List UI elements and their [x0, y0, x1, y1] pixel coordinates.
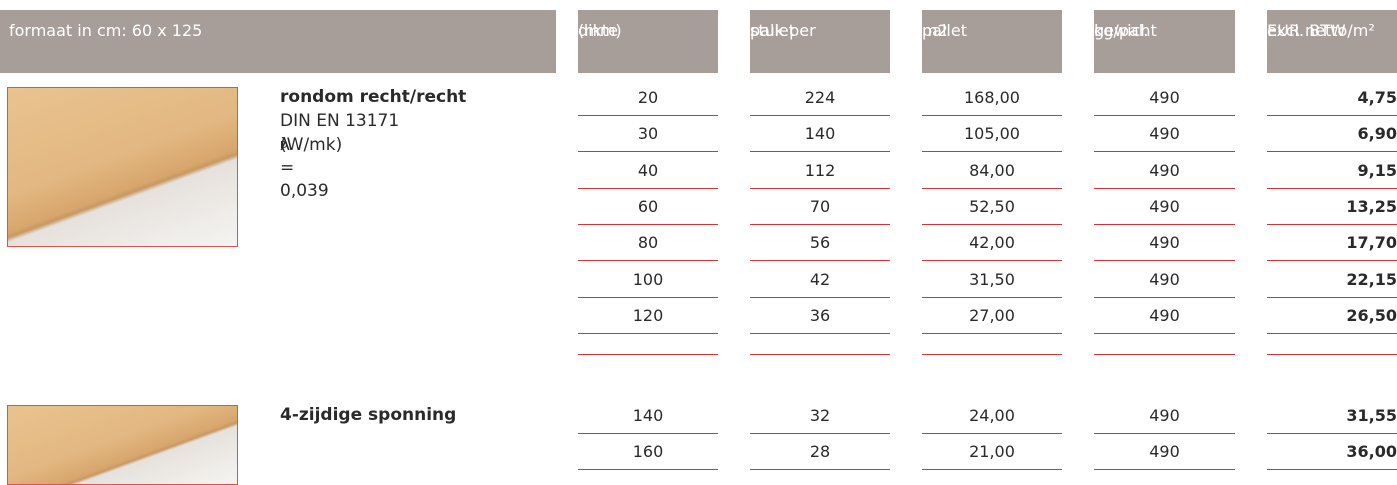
separator-line	[750, 354, 890, 356]
data-cell: 490	[1094, 189, 1235, 225]
data-cell: 490	[1094, 225, 1235, 262]
data-cell: 224	[750, 80, 890, 116]
data-cell: 490	[1094, 153, 1235, 189]
column-header-line: kg/pal.	[1094, 21, 1149, 40]
price-cell: 36,00	[1267, 434, 1397, 471]
column-header-line: dikte	[578, 21, 618, 40]
column-header: EUR netto/m² excl. BTW	[1267, 10, 1397, 73]
price-cell: 31,55	[1267, 398, 1397, 434]
price-cell: 13,25	[1267, 189, 1397, 225]
data-cell: 42	[750, 262, 890, 298]
lambda-value: (W/mk) = 0,039	[280, 135, 343, 201]
separator-line	[1267, 354, 1397, 356]
data-cell: 42,00	[922, 225, 1062, 262]
data-cell: 490	[1094, 80, 1235, 116]
data-cell: 60	[578, 189, 718, 225]
column-header-line: stuk per	[750, 21, 816, 40]
column-header-line: m2	[922, 21, 948, 40]
column-header-line: gewicht	[1094, 21, 1157, 40]
separator-line	[922, 354, 1062, 356]
data-cell: 100	[578, 262, 718, 298]
separator-line	[578, 354, 718, 356]
price-cell: 4,75	[1267, 80, 1397, 116]
data-cell: 84,00	[922, 153, 1062, 189]
price-cell: 17,70	[1267, 225, 1397, 262]
data-cell: 105,00	[922, 116, 1062, 153]
column-header-line: pallet	[922, 21, 967, 40]
column-header-line: pallet	[750, 21, 795, 40]
lambda-symbol: λ	[280, 135, 291, 155]
data-cell: 52,50	[922, 189, 1062, 225]
data-cell: 120	[578, 298, 718, 334]
data-cell: 168,00	[922, 80, 1062, 116]
column-header-line: (mm)	[578, 21, 622, 40]
data-cell: 40	[578, 153, 718, 189]
column-header: m2 pallet	[922, 10, 1062, 73]
data-cell: 21,00	[922, 434, 1062, 471]
data-cell: 160	[578, 434, 718, 471]
data-cell: 30	[578, 116, 718, 153]
column-header: stuk per pallet	[750, 10, 890, 73]
data-cell: 490	[1094, 262, 1235, 298]
data-cell: 24,00	[922, 398, 1062, 434]
data-cell: 140	[578, 398, 718, 434]
data-cell: 80	[578, 225, 718, 262]
product-name: 4-zijdige sponning	[280, 405, 457, 425]
data-cell: 140	[750, 116, 890, 153]
data-cell: 112	[750, 153, 890, 189]
column-header-line: excl. BTW	[1267, 21, 1346, 40]
separator-line	[1094, 354, 1235, 356]
column-header-line: EUR netto/m²	[1267, 21, 1375, 40]
data-cell: 490	[1094, 398, 1235, 434]
data-cell: 20	[578, 80, 718, 116]
data-cell: 31,50	[922, 262, 1062, 298]
price-cell: 6,90	[1267, 116, 1397, 153]
column-header: dikte (mm)	[578, 10, 718, 73]
product-photo	[7, 405, 238, 485]
data-cell: 28	[750, 434, 890, 471]
data-cell: 32	[750, 398, 890, 434]
product-photo	[7, 87, 238, 247]
price-cell: 9,15	[1267, 153, 1397, 189]
column-header: gewicht kg/pal.	[1094, 10, 1235, 73]
data-cell: 70	[750, 189, 890, 225]
product-standard: DIN EN 13171	[280, 111, 400, 131]
format-header: formaat in cm: 60 x 125	[0, 10, 556, 73]
data-cell: 36	[750, 298, 890, 334]
product-name: rondom recht/recht	[280, 87, 467, 107]
data-cell: 490	[1094, 116, 1235, 153]
data-cell: 56	[750, 225, 890, 262]
data-cell: 490	[1094, 434, 1235, 471]
data-cell: 27,00	[922, 298, 1062, 334]
page: formaat in cm: 60 x 125 dikte (mm) stuk pe…	[0, 10, 1397, 485]
price-cell: 26,50	[1267, 298, 1397, 334]
lambda-subscript: D	[280, 140, 288, 151]
data-cell: 490	[1094, 298, 1235, 334]
price-cell: 22,15	[1267, 262, 1397, 298]
